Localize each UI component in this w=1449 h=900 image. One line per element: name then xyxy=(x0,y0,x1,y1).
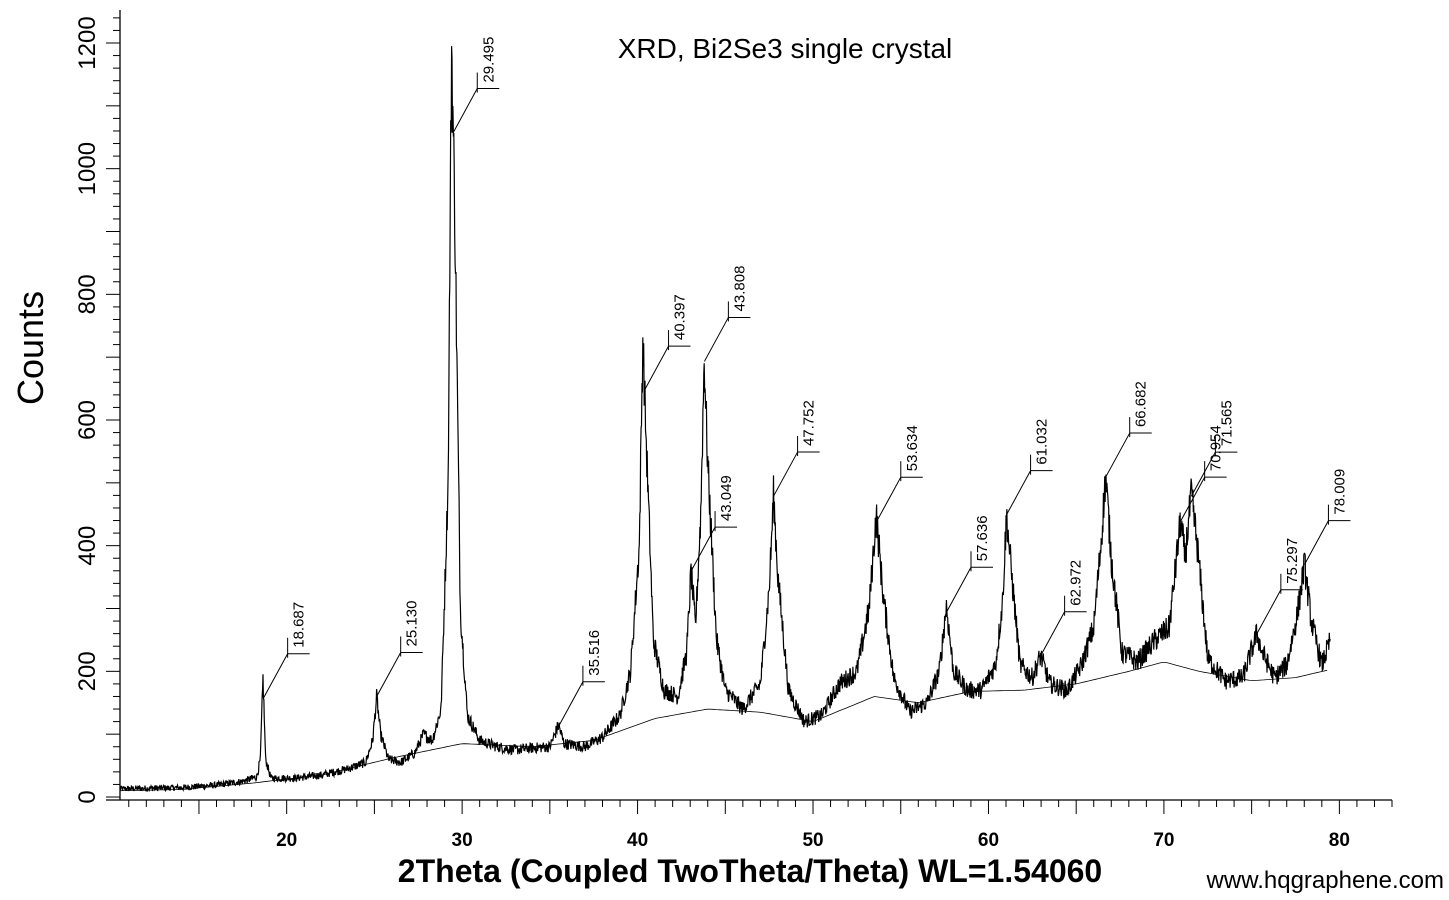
y-tick-label: 1200 xyxy=(74,16,101,69)
peak-marker: 29.495 xyxy=(452,37,500,133)
peak-label: 18.687 xyxy=(291,602,308,648)
peak-label: 70.954 xyxy=(1208,425,1225,471)
peak-label: 78.009 xyxy=(1331,469,1348,515)
peak-marker: 78.009 xyxy=(1303,469,1351,565)
peak-marker: 35.516 xyxy=(558,630,605,726)
peak-label: 43.808 xyxy=(731,266,748,312)
y-tick-label: 1000 xyxy=(74,142,101,195)
x-tick-label: 60 xyxy=(978,830,999,851)
x-tick-label: 40 xyxy=(627,830,648,851)
peak-label: 53.634 xyxy=(904,425,921,471)
background-line xyxy=(119,662,1328,792)
peak-label: 29.495 xyxy=(480,37,497,83)
peak-leader-line xyxy=(558,681,584,726)
watermark: www.hqgraphene.com xyxy=(1206,867,1444,894)
y-tick-label: 0 xyxy=(74,790,101,803)
peak-label: 43.049 xyxy=(718,475,735,521)
peak-marker: 43.808 xyxy=(703,266,751,362)
peak-leader-line xyxy=(1190,451,1216,497)
peak-marker: 61.032 xyxy=(1006,419,1053,515)
peak-marker: 18.687 xyxy=(263,602,310,699)
peak-marker: 71.565 xyxy=(1190,400,1238,497)
y-tick-label: 200 xyxy=(74,651,101,691)
peak-marker: 75.297 xyxy=(1256,538,1303,635)
peak-label: 47.752 xyxy=(801,400,818,446)
peak-marker: 53.634 xyxy=(876,425,923,522)
peak-leader-line xyxy=(263,653,289,699)
peak-leader-line xyxy=(452,88,478,133)
x-tick-label: 70 xyxy=(1153,830,1174,851)
peak-marker: 57.636 xyxy=(946,515,993,612)
x-axis-title: 2Theta (Coupled TwoTheta/Theta) WL=1.540… xyxy=(398,853,1102,889)
peak-label: 57.636 xyxy=(974,515,991,561)
peak-label: 66.682 xyxy=(1133,381,1150,427)
peak-label: 71.565 xyxy=(1218,400,1235,446)
peak-leader-line xyxy=(946,567,972,612)
y-tick-label: 400 xyxy=(74,526,101,566)
peak-leader-line xyxy=(1006,470,1032,515)
peak-marker: 25.130 xyxy=(376,601,423,697)
chart-title: XRD, Bi2Se3 single crystal xyxy=(618,33,953,64)
peak-label: 25.130 xyxy=(404,601,421,647)
measured-pattern-line xyxy=(119,46,1331,793)
peak-label: 61.032 xyxy=(1034,419,1051,465)
peak-leader-line xyxy=(690,526,716,572)
peak-marker: 40.397 xyxy=(644,294,691,391)
peak-marker: 62.972 xyxy=(1040,560,1087,656)
peak-marker: 43.049 xyxy=(690,475,738,572)
peak-leader-line xyxy=(1105,432,1131,478)
peak-leader-line xyxy=(1256,589,1282,635)
peak-label: 75.297 xyxy=(1284,538,1301,584)
peak-leader-line xyxy=(1303,520,1329,565)
peak-label: 62.972 xyxy=(1068,560,1085,606)
peak-leader-line xyxy=(773,451,799,497)
peak-label: 40.397 xyxy=(672,294,689,340)
peak-marker: 47.752 xyxy=(773,400,820,497)
x-tick-label: 50 xyxy=(802,830,823,851)
y-tick-label: 600 xyxy=(74,400,101,440)
peak-marker: 66.682 xyxy=(1105,381,1152,478)
peak-leader-line xyxy=(703,317,729,362)
peak-leader-line xyxy=(876,476,902,522)
peak-labels: 18.687 25.130 29.495 35.516 40.397 43.049 43.8… xyxy=(263,37,1351,726)
y-axis-title: Counts xyxy=(10,291,51,405)
peak-leader-line xyxy=(644,345,669,391)
peak-label: 35.516 xyxy=(586,630,603,676)
series-group xyxy=(119,46,1331,793)
peak-leader-line xyxy=(376,652,402,697)
x-tick-label: 30 xyxy=(452,830,473,851)
peak-leader-line xyxy=(1040,611,1066,656)
y-tick-label: 800 xyxy=(74,274,101,314)
peak-leader-line xyxy=(1180,476,1206,522)
x-tick-label: 80 xyxy=(1329,830,1350,851)
x-tick-label: 20 xyxy=(276,830,297,851)
